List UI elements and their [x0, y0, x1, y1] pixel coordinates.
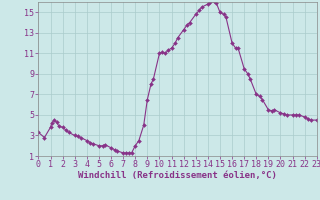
X-axis label: Windchill (Refroidissement éolien,°C): Windchill (Refroidissement éolien,°C) — [78, 171, 277, 180]
